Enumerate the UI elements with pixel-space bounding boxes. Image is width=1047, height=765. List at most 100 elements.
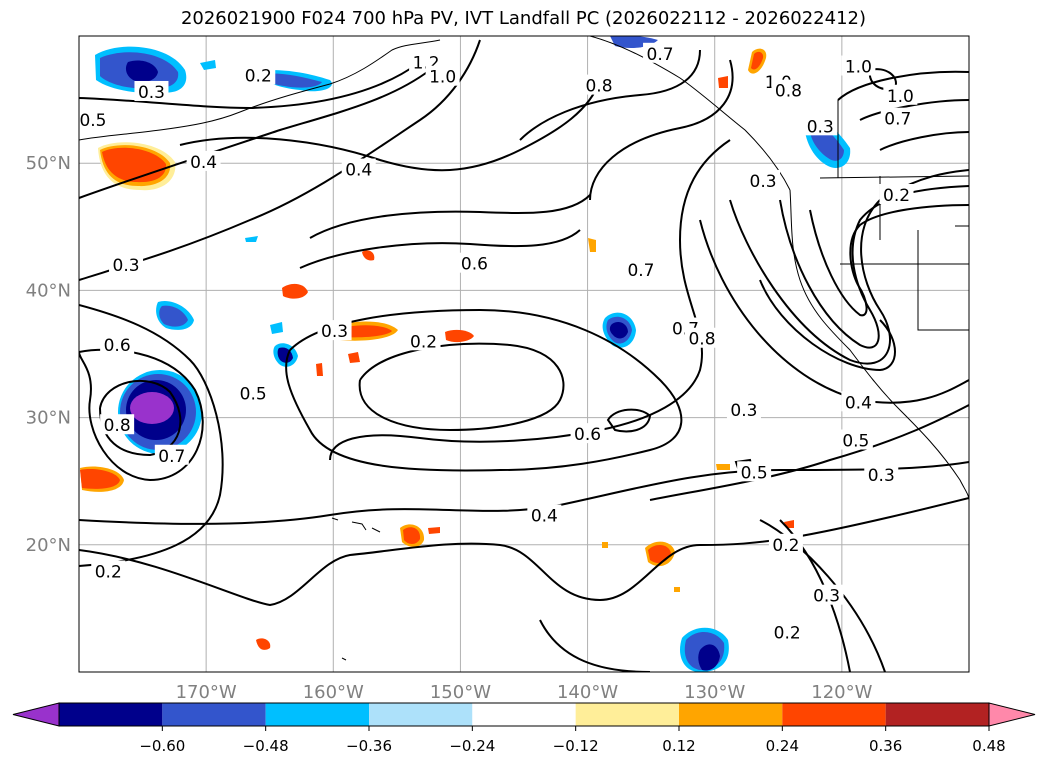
contour-label: 0.2 [95, 563, 122, 583]
colorbar-bin [782, 703, 886, 726]
pos-anomaly-c [445, 329, 474, 343]
contour-label: 0.5 [79, 111, 106, 131]
lon-tick-label: 160°W [303, 682, 364, 703]
contour-label-bg [770, 621, 805, 642]
colorbar-bin [885, 703, 989, 726]
pos-anomaly-q [674, 587, 680, 592]
contour-label: 0.8 [688, 330, 715, 350]
pos-anomaly-d [362, 250, 375, 261]
contour-label-bg [809, 584, 844, 605]
contour-label-bg [623, 259, 658, 280]
lat-tick-label: 50°N [26, 153, 71, 174]
contour-label-bg [186, 150, 221, 171]
contour-line [79, 39, 481, 281]
contour-label-bg [643, 42, 678, 63]
lon-tick-label: 140°W [557, 682, 618, 703]
contour-label: 0.2 [883, 186, 910, 206]
contour-label: 1.0 [845, 58, 872, 78]
contour-label-bg [425, 65, 460, 86]
chart-title: 2026021900 F024 700 hPa PV, IVT Landfall… [180, 8, 867, 29]
contour-label-bg [746, 170, 781, 191]
lon-tick-label: 150°W [430, 682, 491, 703]
axis-tick-labels: 170°W 160°W 150°W 140°W 130°W 120°W 20°N 30°N 40… [26, 153, 873, 703]
contour-label-bg [879, 184, 914, 204]
colorbar-tick-label: −0.36 [346, 737, 392, 755]
colorbar-tick-label: 0.36 [869, 737, 902, 755]
neg-anomaly-tiny3 [200, 60, 216, 70]
contour-label-bg [527, 504, 562, 525]
coastline-alaska-panhandle [589, 36, 791, 191]
colorbar-bin [369, 703, 473, 726]
contour-line [859, 99, 969, 121]
pos-anomaly-n [588, 238, 596, 252]
pos-anomaly-p [602, 542, 608, 548]
contour-label-bg [457, 252, 492, 273]
contour-label: 0.3 [321, 322, 348, 342]
contour-label-bg [838, 429, 873, 450]
contour-label: 0.6 [104, 336, 131, 356]
pos-anomaly-l [428, 527, 440, 534]
contour-line [79, 348, 204, 482]
contour-label: 0.8 [585, 77, 612, 97]
state-border-3 [917, 230, 969, 331]
contour-line [539, 619, 651, 672]
contour-line [99, 379, 182, 457]
pos-anomaly-k [256, 638, 271, 650]
contour-line [179, 79, 601, 172]
contour-label-bg [100, 414, 135, 435]
contour-line [309, 194, 591, 239]
contour-label-bg [737, 461, 772, 482]
contour-label: 0.7 [627, 261, 654, 281]
hawaii-2 [351, 521, 367, 531]
contour-label: 0.3 [113, 256, 140, 276]
contour-label: 0.2 [772, 536, 799, 556]
us-canada-border [819, 175, 969, 179]
contour-label: 0.4 [531, 507, 558, 527]
island-1 [341, 657, 347, 661]
contour-label: 1.0 [429, 68, 456, 88]
contour-label: 0.4 [190, 153, 217, 173]
neg-anomaly-tiny2 [270, 322, 283, 334]
colorbar-bin [59, 703, 163, 726]
neg-anomaly-tiny1 [245, 236, 258, 242]
pos-anomaly-m [716, 464, 730, 470]
contour-label-bg [880, 107, 915, 128]
contour-label: 0.2 [774, 624, 801, 644]
contour-label: 0.5 [741, 463, 768, 483]
colorbar-bin [575, 703, 679, 726]
pos-anomaly-j [718, 76, 728, 88]
colorbar-tick-label: −0.12 [553, 737, 599, 755]
contour-label-bg [100, 334, 135, 355]
contour-label: 0.6 [574, 425, 601, 445]
contour-label: 0.3 [138, 83, 165, 103]
contour-line [79, 69, 431, 199]
contour-label: 0.5 [240, 384, 267, 404]
contour-label: 0.2 [245, 66, 272, 86]
contour-line [285, 308, 683, 472]
contour-label-bg [154, 444, 189, 465]
colorbar-tick-label: −0.24 [449, 737, 495, 755]
contour-label: 1.0 [887, 87, 914, 107]
contour-label-bg [91, 560, 126, 581]
contour-line [79, 497, 969, 607]
contour-label-bg [883, 84, 918, 105]
contour-label-bg [134, 80, 169, 101]
contour-line [358, 342, 565, 432]
contour-label: 0.4 [345, 161, 372, 181]
hawaii-3 [371, 527, 381, 533]
contour-label: 0.8 [775, 82, 802, 102]
contour-line [79, 304, 224, 567]
colorbar-bin [162, 703, 266, 726]
pv-anomaly-shading [80, 36, 851, 672]
contour-label-bg [79, 108, 110, 129]
contour-label-bg [570, 423, 605, 444]
lon-tick-label: 130°W [684, 682, 745, 703]
contour-label: 0.7 [158, 447, 185, 467]
colorbar-bin [679, 703, 783, 726]
colorbar-bin [472, 703, 576, 726]
contour-label-bg [685, 327, 719, 348]
contour-line [649, 404, 969, 501]
coastline-alaska [79, 39, 441, 141]
